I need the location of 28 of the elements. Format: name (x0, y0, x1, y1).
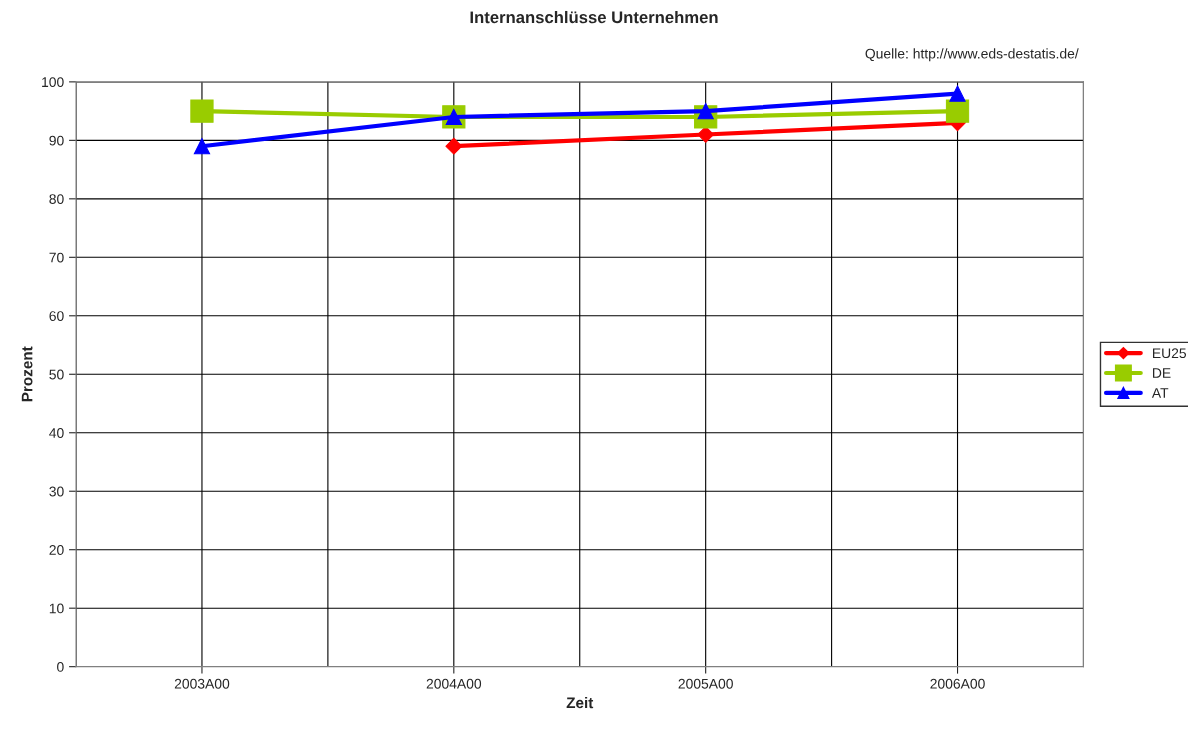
x-tick-label: 2006A00 (930, 678, 985, 689)
legend-label: EU25 (1153, 348, 1187, 359)
legend-label: AT (1151, 388, 1169, 398)
y-tick-label: 50 (49, 369, 64, 380)
point (190, 99, 214, 123)
y-tick-label: 90 (49, 135, 64, 146)
chart-title: Internanschlüsse Unternehmen (470, 10, 718, 24)
x-tick-label: 2003A00 (174, 678, 230, 689)
source-note: Quelle: http://www.eds-destatis.de/ (865, 48, 1079, 62)
x-tick-label: 2005A00 (678, 678, 733, 689)
y-tick-label: 60 (49, 311, 64, 321)
y-tick-label: 30 (49, 486, 64, 497)
point (445, 137, 463, 155)
legend-label: DE (1153, 368, 1171, 378)
y-tick-label: 0 (57, 662, 64, 672)
y-tick-label: 70 (49, 252, 64, 263)
point (945, 99, 970, 123)
point (193, 138, 211, 155)
y-axis-title: Prozent (21, 346, 33, 402)
y-tick-label: 80 (49, 194, 64, 204)
y-tick-label: 100 (42, 77, 64, 88)
x-tick-label: 2004A00 (426, 678, 482, 689)
point (949, 85, 966, 102)
y-tick-label: 20 (49, 545, 64, 555)
x-axis-title: Zeit (566, 696, 594, 709)
y-tick-label: 40 (49, 428, 64, 438)
y-tick-label: 10 (49, 603, 64, 614)
point (697, 126, 715, 143)
